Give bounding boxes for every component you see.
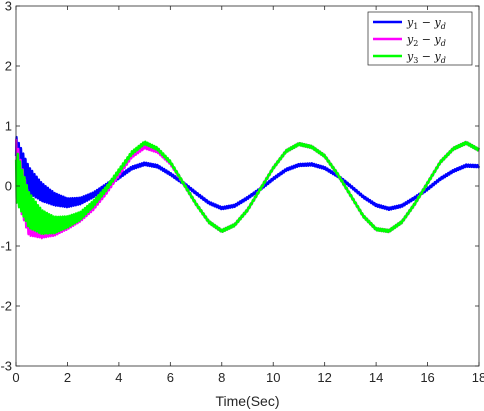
legend-label-2: y2 − yd <box>406 33 446 48</box>
y-tick-label: 1 <box>5 119 12 134</box>
series-layer <box>14 135 481 240</box>
legend-label-1: y1 − yd <box>406 16 446 31</box>
x-tick-label: 4 <box>115 370 122 385</box>
x-tick-label: 0 <box>12 370 19 385</box>
series-line-3 <box>14 140 481 236</box>
x-axis-label: Time(Sec) <box>215 393 279 409</box>
x-tick-label: 16 <box>420 370 434 385</box>
x-tick-label: 6 <box>167 370 174 385</box>
y-tick-label: -1 <box>0 239 12 254</box>
x-tick-label: 8 <box>218 370 225 385</box>
x-tick-label: 18 <box>472 370 484 385</box>
x-tick-label: 14 <box>369 370 383 385</box>
x-tick-label: 2 <box>64 370 71 385</box>
plot-background <box>16 6 479 366</box>
legend: y1 − yd y2 − yd y3 − yd <box>367 11 473 66</box>
y-tick-label: 3 <box>5 0 12 14</box>
y-tick-label: 0 <box>5 179 12 194</box>
x-tick-label: 12 <box>317 370 331 385</box>
x-tick-label: 10 <box>266 370 280 385</box>
y-tick-label: -2 <box>0 299 12 314</box>
y-tick-label: -3 <box>0 359 12 374</box>
y-tick-label: 2 <box>5 59 12 74</box>
legend-label-3: y3 − yd <box>406 50 446 65</box>
series-line-1 <box>14 135 481 212</box>
